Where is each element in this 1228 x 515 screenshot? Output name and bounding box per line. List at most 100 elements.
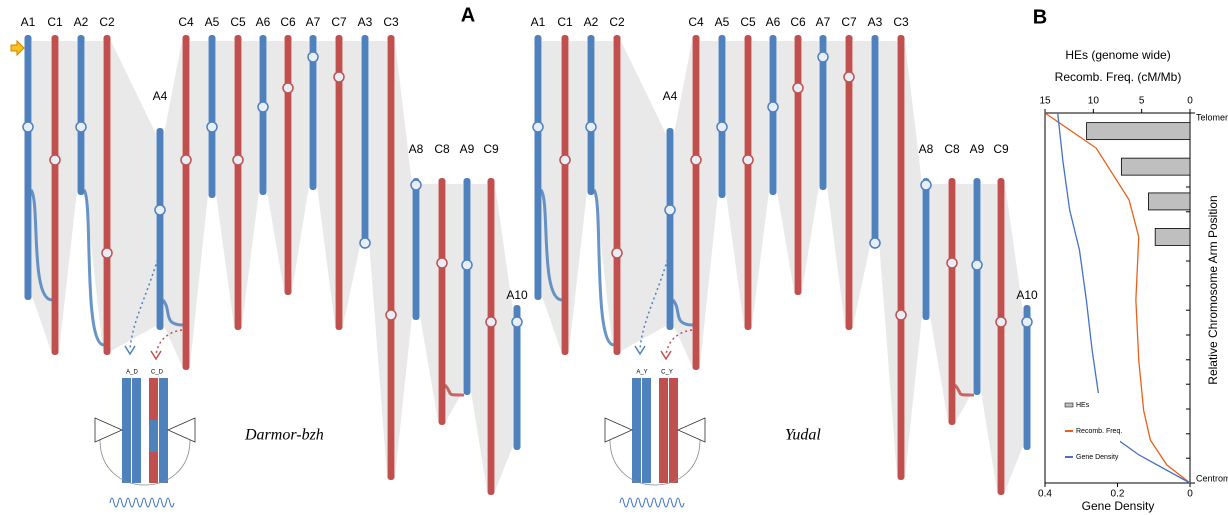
inset-segment	[149, 420, 158, 452]
centromere	[559, 154, 571, 166]
y-axis-label: Relative Chromosome Arm Position	[1206, 195, 1220, 384]
inset-arc	[609, 439, 701, 486]
legend-swatch	[1064, 402, 1074, 408]
exchange-curve	[953, 383, 975, 397]
arrow-head	[634, 345, 646, 356]
chromosome-label: C8	[944, 142, 960, 156]
chromosome-label: A10	[506, 288, 528, 302]
synteny-ribbon	[190, 41, 208, 366]
centromere	[180, 154, 192, 166]
chromosome	[77, 35, 85, 195]
synteny-ribbon	[621, 41, 666, 351]
inset-label: A_D	[126, 370, 138, 376]
synteny-ribbon	[569, 41, 587, 351]
synteny-ribbon	[879, 41, 897, 476]
legend-label: Gene Density	[1076, 454, 1119, 461]
chromosome	[794, 35, 802, 295]
centromere	[22, 121, 34, 133]
centromere	[971, 259, 983, 271]
synteny-ribbon	[242, 41, 259, 326]
chromosome	[744, 35, 752, 330]
legend-label: Recomb. Freq.	[1076, 428, 1122, 435]
centromere	[359, 237, 371, 249]
chromosome	[361, 35, 369, 245]
centromere	[716, 121, 728, 133]
chromosome-label: C4	[688, 15, 704, 29]
exchange-curve	[82, 189, 105, 347]
centromere	[920, 179, 932, 191]
x2-tick-label: 0.2	[1111, 489, 1125, 500]
chromosome-label: C7	[841, 15, 857, 29]
chromosome-label: A1	[21, 15, 36, 29]
synteny-ribbon	[802, 41, 819, 291]
centromere	[385, 309, 397, 321]
bar	[1154, 228, 1191, 246]
centromere	[792, 82, 804, 94]
genome-name: Darmor-bzh	[244, 427, 324, 444]
marker-arrow	[10, 39, 25, 57]
panel-label: A	[461, 4, 475, 26]
chromosome-label: A3	[868, 15, 883, 29]
chromosome-label: C5	[230, 15, 246, 29]
chromosome	[997, 178, 1005, 495]
synteny-ribbon	[395, 41, 412, 476]
chromosome-label: A5	[715, 15, 730, 29]
centromere	[690, 154, 702, 166]
centromere	[333, 71, 345, 83]
synteny-ribbon	[981, 184, 997, 491]
synteny-ribbon	[420, 184, 438, 421]
synteny-ribbon	[752, 41, 769, 326]
synteny-ribbon	[267, 41, 284, 291]
inset-triangle	[677, 417, 706, 443]
centromere	[742, 154, 754, 166]
chromosome-label: A7	[306, 15, 321, 29]
inset-label: C_Y	[661, 370, 673, 376]
exchange-curve	[671, 298, 694, 327]
chromosome-label: C1	[47, 15, 63, 29]
inset-chromosome	[132, 378, 141, 483]
chromosome	[871, 35, 879, 245]
synteny-ribbon	[595, 41, 613, 351]
synteny-ribbon	[343, 41, 361, 326]
chart-title: HEs (genome wide)	[1065, 48, 1170, 62]
synteny-ribbon	[164, 41, 182, 366]
chromosome-label: A6	[766, 15, 781, 29]
inset-label: C_D	[151, 370, 164, 376]
chromosome-label: A6	[256, 15, 271, 29]
synteny-ribbon	[700, 41, 718, 366]
synteny-ribbon	[827, 41, 845, 326]
chromosome-label: A9	[970, 142, 985, 156]
chromosome-label: A4	[153, 89, 168, 103]
exchange-curve	[29, 189, 53, 302]
chromosome	[973, 178, 981, 395]
synteny-ribbon	[495, 184, 513, 491]
synteny-ribbon	[446, 184, 463, 421]
synteny-ribbon	[292, 41, 309, 291]
chromosome	[208, 35, 216, 198]
dashed-arrow	[665, 329, 693, 356]
chromosome	[561, 35, 569, 355]
centromere	[611, 247, 623, 259]
chromosome	[718, 35, 726, 198]
chromosome-label: A7	[816, 15, 831, 29]
synteny-ribbon	[471, 184, 487, 491]
chromosome	[845, 35, 853, 330]
chromosome-label: C6	[790, 15, 806, 29]
centromere	[410, 179, 422, 191]
chromosome	[387, 35, 395, 480]
chromosome	[309, 35, 317, 190]
exchange-curve	[161, 298, 184, 327]
chromosome	[613, 35, 621, 355]
inset-chromosome	[669, 378, 678, 483]
chromosome-label: C3	[893, 15, 909, 29]
chromosome	[438, 178, 446, 425]
synteny-ribbon	[853, 41, 871, 326]
dashed-arrow	[155, 329, 183, 356]
line	[1044, 112, 1191, 484]
chromosome-label: A8	[919, 142, 934, 156]
chromosome-label: A2	[584, 15, 599, 29]
synteny-ribbon	[905, 41, 922, 476]
chromosome	[24, 35, 32, 300]
centromere	[461, 259, 473, 271]
centromere	[436, 257, 448, 269]
